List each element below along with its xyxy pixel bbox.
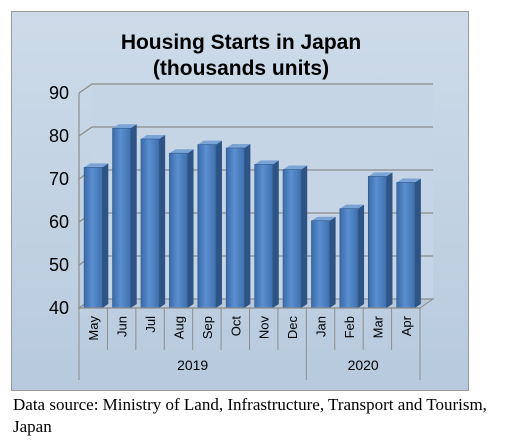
x-tick-label: Nov <box>257 316 272 340</box>
group-label: 2019 <box>177 357 208 373</box>
bar <box>112 124 137 309</box>
y-tick-label: 80 <box>49 126 69 146</box>
bar <box>225 144 251 309</box>
x-tick-label: Aug <box>171 316 186 339</box>
y-tick-label: 90 <box>49 83 69 103</box>
bar <box>83 163 109 309</box>
chart-subtitle: (thousands units) <box>152 57 330 80</box>
x-tick-label: Jan <box>314 316 329 337</box>
x-tick-label: Feb <box>342 316 357 338</box>
source-note: Data source: Ministry of Land, Infrastru… <box>13 395 487 436</box>
x-tick-label: Jul <box>143 316 158 333</box>
x-tick-label: Oct <box>228 316 243 337</box>
bar <box>254 160 279 309</box>
x-tick-label: Mar <box>370 315 385 338</box>
y-tick-label: 60 <box>49 212 69 232</box>
x-tick-label: Jun <box>115 316 130 337</box>
bar <box>339 204 365 309</box>
chart-plot: 40 50 60 70 80 90 May Jun Jul Aug Sep Oct Nov Dec Jan F… <box>49 83 435 380</box>
y-tick-label: 70 <box>49 169 69 189</box>
bar <box>169 149 194 309</box>
bar <box>197 140 222 309</box>
x-tick-label: May <box>86 316 101 341</box>
gridline <box>78 83 433 94</box>
x-tick-label: Dec <box>285 316 300 340</box>
y-tick-label: 40 <box>49 298 69 318</box>
group-label: 2020 <box>348 357 379 373</box>
chart-title: Housing Starts in Japan <box>120 31 362 54</box>
x-tick-label: Apr <box>399 315 414 336</box>
gridline <box>78 126 433 137</box>
bar <box>396 178 421 309</box>
bar <box>282 165 308 309</box>
y-tick-label: 50 <box>49 255 69 275</box>
bar <box>140 135 166 309</box>
chart-area: Housing Starts in Japan (thousands units… <box>11 11 469 391</box>
bar <box>367 172 393 309</box>
bar <box>311 216 336 309</box>
x-tick-label: Sep <box>200 316 215 339</box>
